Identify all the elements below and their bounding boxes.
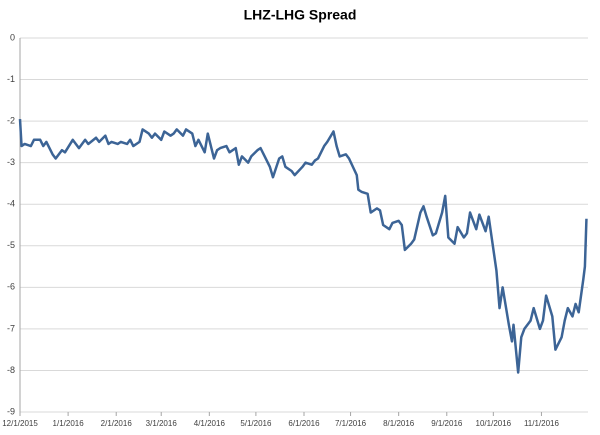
y-tick-label: -4 [7, 199, 15, 209]
y-tick-label: -1 [7, 74, 15, 84]
x-tick-label: 6/1/2016 [288, 419, 320, 428]
y-tick-label: 0 [10, 32, 15, 42]
y-tick-label: -3 [7, 157, 15, 167]
x-tick-label: 7/1/2016 [335, 419, 367, 428]
x-tick-label: 1/1/2016 [53, 419, 85, 428]
x-tick-label: 12/1/2015 [2, 419, 38, 428]
x-tick-label: 5/1/2016 [240, 419, 272, 428]
y-tick-label: -8 [7, 365, 15, 375]
y-tick-label: -6 [7, 282, 15, 292]
y-tick-label: -9 [7, 406, 15, 416]
x-tick-label: 10/1/2016 [476, 419, 512, 428]
chart-title: LHZ-LHG Spread [244, 7, 357, 23]
x-tick-label: 9/1/2016 [431, 419, 463, 428]
x-tick-label: 11/1/2016 [524, 419, 560, 428]
x-tick-label: 3/1/2016 [146, 419, 178, 428]
y-tick-label: -2 [7, 115, 15, 125]
y-tick-label: -7 [7, 323, 15, 333]
data-line [18, 118, 588, 374]
y-tick-label: -5 [7, 240, 15, 250]
x-tick-label: 8/1/2016 [383, 419, 415, 428]
x-tick-label: 2/1/2016 [101, 419, 133, 428]
x-tick-label: 4/1/2016 [194, 419, 226, 428]
